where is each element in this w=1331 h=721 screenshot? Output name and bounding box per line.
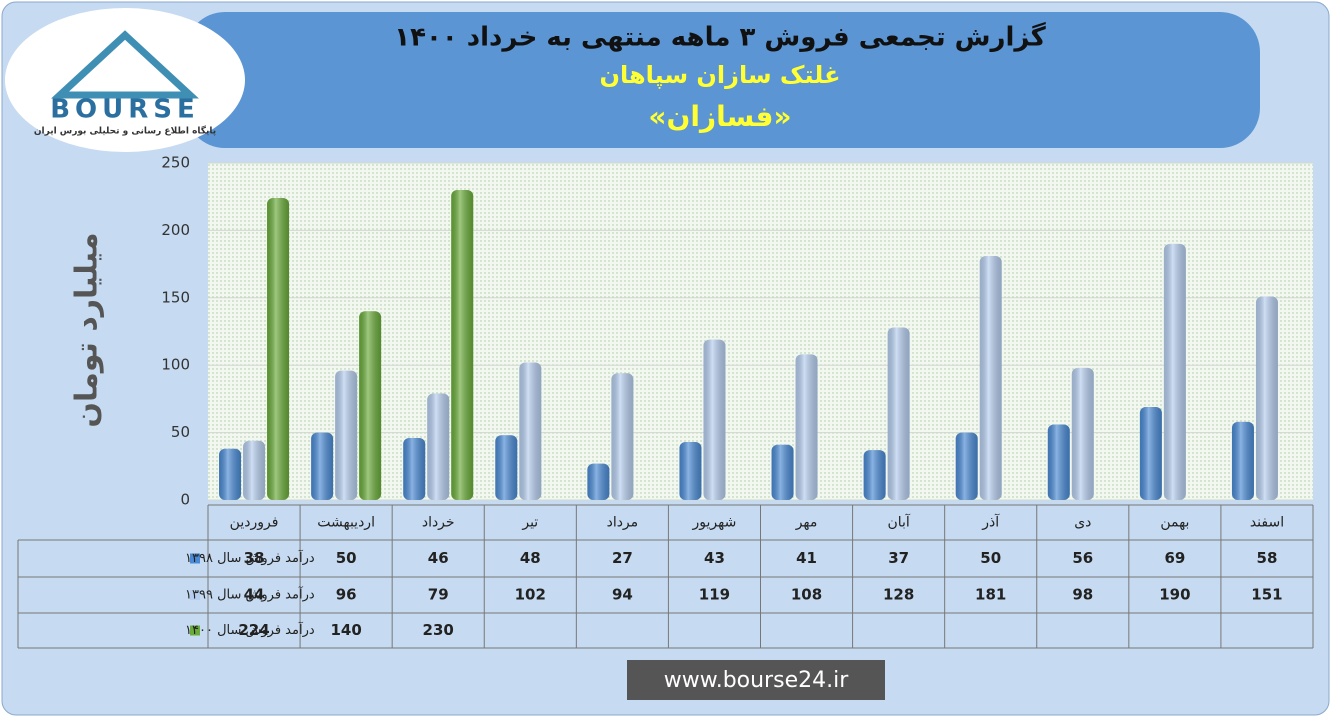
y-axis-label: میلیارد تومان [70,232,105,427]
table-value: 224 [238,621,269,639]
table-value: 58 [1257,549,1278,567]
table-value: 38 [244,549,265,567]
table-value: 230 [423,621,454,639]
bar-shine [451,189,474,500]
bar-shine [795,354,818,500]
bar-shine [887,327,910,500]
bar-shine [519,362,542,500]
title-banner [185,12,1260,148]
bar-shine [679,442,702,500]
bar-shine [243,440,266,500]
bar-shine [955,432,978,500]
table-value: 96 [336,586,357,604]
x-tick-label: تیر [521,515,538,531]
x-tick-label: آذر [981,514,1000,531]
legend-label: درآمد فروش سال ۱۳۹۹ [185,586,315,603]
legend-swatch [190,590,200,600]
bar-shine [495,435,518,500]
table-value: 128 [883,586,914,604]
legend-swatch [190,625,200,636]
table-value: 140 [330,621,361,639]
table-value: 37 [888,549,909,567]
x-tick-label: اردیبهشت [317,515,375,531]
bar-shine [611,373,634,500]
bar-shine [1231,421,1254,500]
table-value: 56 [1072,549,1093,567]
footer-box [627,660,885,700]
logo-mark [51,30,199,99]
bar-shine [979,256,1002,500]
bar-shine [587,463,610,500]
table-value: 41 [796,549,817,567]
x-tick-label: خرداد [422,515,455,531]
x-tick-label: دی [1074,515,1091,531]
legend-swatch [190,553,200,564]
legend-label: درآمد فروش سال ۱۳۹۸ [185,549,315,566]
table-value: 98 [1072,586,1093,604]
table-value: 46 [428,549,449,567]
chart-subtitle: «فسازان» [648,100,791,133]
bar-shine [335,370,358,500]
logo-name: BOURSE [50,95,200,125]
table-value: 79 [428,586,449,604]
table-value: 50 [336,549,357,567]
x-tick-label: فروردین [230,515,279,531]
bar-shine [359,311,382,500]
y-tick-label: 250 [161,154,190,172]
x-tick-label: اسفند [1250,515,1284,531]
table-value: 50 [980,549,1001,567]
bar-shine [427,393,450,500]
table-value: 43 [704,549,725,567]
y-tick-label: 150 [161,288,190,306]
x-tick-label: بهمن [1160,515,1189,531]
legend-label: درآمد فروش سال ۱۴۰۰ [185,621,315,638]
table-value: 94 [612,586,633,604]
y-tick-label: 200 [161,221,190,239]
table-value: 44 [244,586,265,604]
table-value: 181 [975,586,1006,604]
table-value: 69 [1164,549,1185,567]
x-tick-label: مهر [795,515,818,531]
bar-shine [219,448,242,500]
x-tick-label: شهریور [692,515,737,531]
logo-tagline: پایگاه اطلاع رسانی و تحلیلی بورس ایران [34,125,216,137]
y-tick-label: 50 [171,423,190,441]
plot-area [208,163,1313,500]
y-tick-label: 100 [161,356,190,374]
bar-shine [863,450,886,500]
logo-bg [5,8,245,152]
y-tick-label: 0 [180,491,190,509]
bar-shine [403,437,426,500]
bar-shine [1139,406,1162,500]
bar-shine [1163,243,1186,500]
table-value: 119 [699,586,730,604]
bar-shine [267,198,290,500]
bar-shine [1255,296,1278,500]
bar-shine [1047,424,1070,500]
table-value: 108 [791,586,822,604]
footer: www.bourse24.ir [664,668,849,693]
bar-shine [1071,367,1094,500]
table-value: 151 [1251,586,1282,604]
table-value: 190 [1159,586,1190,604]
table-value: 48 [520,549,541,567]
table-value: 27 [612,549,633,567]
table-value: 102 [515,586,546,604]
x-tick-label: آبان [887,514,910,531]
chart-subtitle: غلتک سازان سپاهان [600,61,841,89]
x-tick-label: مرداد [607,515,639,531]
bar-shine [703,339,726,500]
chart-title: گزارش تجمعی فروش ۳ ماهه منتهی به خرداد ۱… [394,22,1046,53]
bar-shine [771,444,794,500]
bar-shine [311,432,334,500]
